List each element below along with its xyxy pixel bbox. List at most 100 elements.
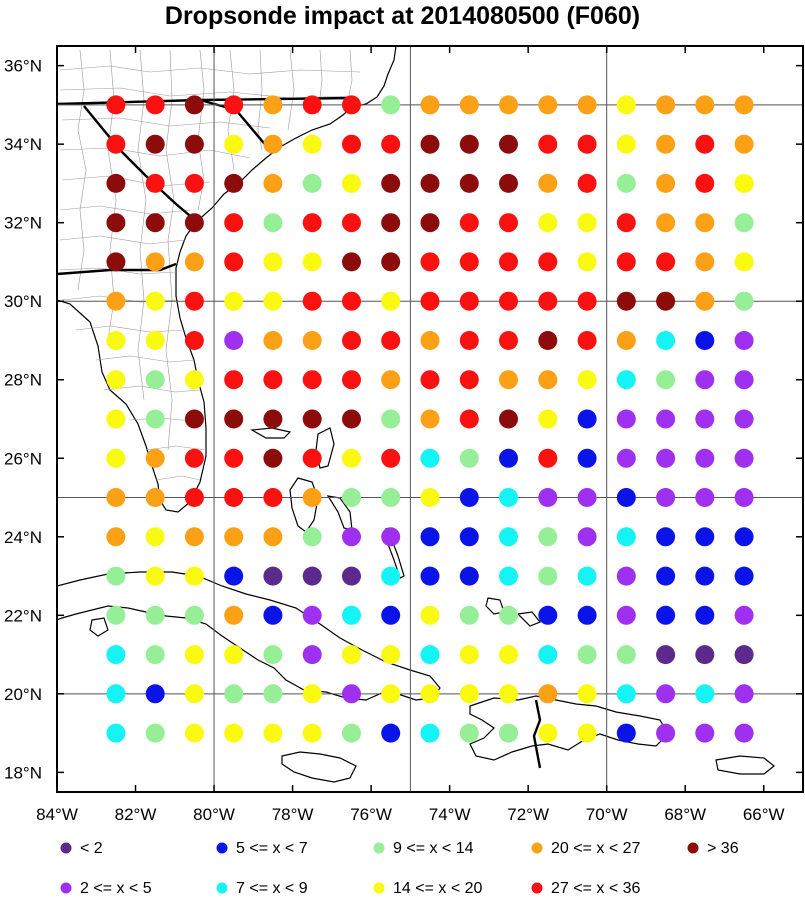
data-point — [499, 95, 518, 115]
y-tick-label: 28°N — [4, 371, 42, 390]
data-point — [577, 448, 597, 468]
data-point — [381, 566, 401, 586]
data-point — [302, 134, 322, 154]
data-point — [106, 723, 126, 743]
data-point — [145, 684, 165, 704]
data-point — [695, 331, 715, 350]
data-point — [224, 684, 244, 704]
data-point — [538, 527, 558, 547]
data-point — [224, 95, 244, 115]
isle-of-youth — [89, 617, 109, 637]
bahamas-grand — [250, 427, 292, 439]
data-point — [263, 331, 283, 350]
data-point — [577, 213, 597, 233]
data-point — [459, 527, 479, 547]
data-point — [499, 331, 518, 350]
data-point — [656, 173, 676, 193]
data-point — [734, 409, 754, 429]
data-point — [302, 331, 322, 350]
data-point — [695, 213, 715, 233]
data-point — [224, 605, 244, 625]
data-point — [695, 370, 715, 390]
data-point — [106, 605, 126, 625]
data-point — [499, 252, 518, 272]
data-point — [224, 488, 244, 507]
data-point — [381, 213, 401, 233]
data-point — [538, 291, 558, 311]
data-point — [656, 723, 676, 743]
data-point — [342, 370, 361, 390]
data-point — [342, 252, 361, 272]
data-point — [656, 291, 676, 311]
data-point — [224, 645, 244, 665]
legend-swatch — [373, 882, 385, 894]
data-point — [184, 95, 204, 115]
data-point — [302, 370, 322, 390]
data-point — [616, 645, 636, 665]
data-point — [302, 566, 322, 586]
data-point — [184, 527, 204, 547]
data-point — [145, 723, 165, 743]
data-point — [459, 213, 479, 233]
data-point — [695, 684, 715, 704]
data-point — [381, 291, 401, 311]
data-point — [734, 213, 754, 233]
data-point — [616, 331, 636, 350]
data-point — [616, 213, 636, 233]
data-point — [695, 605, 715, 625]
data-point — [420, 370, 440, 390]
data-point — [695, 291, 715, 311]
map-title: Dropsonde impact at 2014080500 (F060) — [164, 2, 641, 30]
data-point — [695, 409, 715, 429]
x-tick-label: 72°W — [507, 805, 549, 824]
data-point — [420, 684, 440, 704]
data-point — [342, 684, 361, 704]
data-point — [459, 448, 479, 468]
data-point — [538, 684, 558, 704]
data-point — [263, 134, 283, 154]
data-point — [577, 291, 597, 311]
data-point — [616, 684, 636, 704]
data-point — [381, 370, 401, 390]
data-point — [459, 566, 479, 586]
data-point — [538, 213, 558, 233]
data-point — [145, 370, 165, 390]
data-point — [734, 173, 754, 193]
legend-swatch — [531, 882, 543, 894]
data-point — [695, 95, 715, 115]
data-point — [656, 566, 676, 586]
data-point — [184, 566, 204, 586]
data-point — [656, 134, 676, 154]
data-point — [616, 95, 636, 115]
data-point — [695, 252, 715, 272]
x-tick-label: 82°W — [115, 805, 157, 824]
data-point — [656, 213, 676, 233]
data-point — [184, 331, 204, 350]
data-point — [106, 645, 126, 665]
data-point — [577, 252, 597, 272]
data-points — [106, 95, 754, 743]
data-point — [381, 95, 401, 115]
data-point — [734, 370, 754, 390]
x-tick-label: 68°W — [664, 805, 706, 824]
data-point — [106, 684, 126, 704]
data-point — [538, 409, 558, 429]
legend-swatch — [687, 842, 699, 854]
data-point — [459, 409, 479, 429]
legend-label: 7 <= x < 9 — [236, 880, 308, 897]
data-point — [184, 723, 204, 743]
data-point — [656, 331, 676, 350]
data-point — [420, 566, 440, 586]
data-point — [381, 409, 401, 429]
data-point — [656, 370, 676, 390]
data-point — [224, 213, 244, 233]
data-point — [263, 95, 283, 115]
data-point — [342, 409, 361, 429]
data-point — [263, 645, 283, 665]
y-tick-label: 22°N — [4, 606, 42, 625]
data-point — [616, 566, 636, 586]
data-point — [224, 448, 244, 468]
data-point — [420, 95, 440, 115]
data-point — [538, 95, 558, 115]
data-point — [184, 370, 204, 390]
